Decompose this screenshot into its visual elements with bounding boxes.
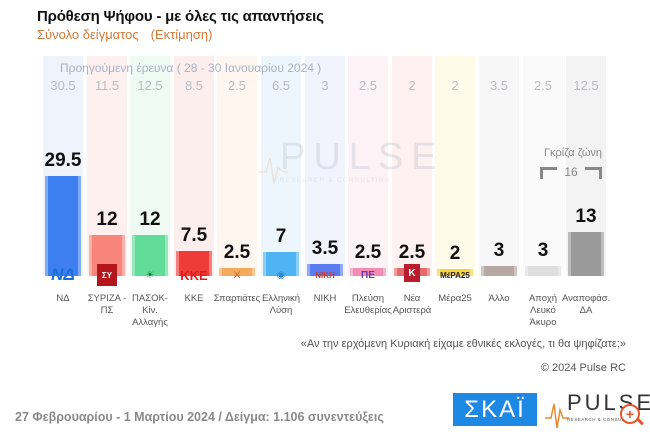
subtitle-note: (Εκτίμηση) [150,27,213,42]
copyright: © 2024 Pulse RC [540,362,626,374]
bar-value-label: 2 [449,243,461,264]
previous-value: 8.5 [184,78,204,93]
bar[interactable] [263,252,299,276]
previous-value: 2 [408,78,416,93]
party-logo-icon: ΝΔ [51,265,75,284]
column-background [217,56,257,276]
previous-value: 2.5 [227,78,247,93]
chart-subtitle: Σύνολο δείγματος (Εκτίμηση) [37,27,212,42]
bar[interactable] [219,268,255,276]
bar-value-label: 3.5 [311,238,339,259]
watermark-word: PULSE [280,136,445,178]
party-logo-icon: ◉ [276,269,286,281]
bar[interactable] [350,268,386,276]
party-label: Σπαρτιάτες [213,293,261,304]
pulse-watermark: PULSE RESEARCH & CONSULTING [258,136,437,190]
party-label: Ελληνική Λύση [261,293,300,316]
bar-value-label: 2.5 [398,242,426,263]
party-logo-icon: ΣΥ [97,264,117,286]
column-background [523,56,563,276]
bar[interactable] [132,235,168,276]
previous-value: 12.5 [137,78,163,93]
column-background [435,56,475,276]
previous-value: 11.5 [94,78,120,93]
bar-value-label: 3 [493,240,505,261]
bar-value-label: 29.5 [44,150,82,171]
party-label: ΠΑΣΟΚ-Κίν. Αλλαγής [132,293,168,328]
bar-value-label: 12 [96,209,118,230]
bar-value-label: 3 [537,240,549,261]
column-background [305,56,345,276]
previous-value: 6.5 [271,78,291,93]
party-label: ΚΚΕ [184,293,204,304]
column-background [392,56,432,276]
grey-zone-bracket: 16 [540,165,602,179]
chart-title: Πρόθεση Ψήφου - με όλες τις απαντήσεις [37,8,324,25]
bar[interactable] [307,264,343,276]
bar[interactable] [568,232,604,276]
bar-value-label: 2.5 [354,242,382,263]
party-logo-icon: ΠΕ [361,269,375,281]
party-label: Αναποφάσ. ΔΑ [562,293,611,316]
bar[interactable] [45,176,81,276]
previous-value: 2 [451,78,459,93]
party-label: Μέρα25 [438,293,472,304]
party-logo-icon: Κ [404,264,420,282]
bar-value-label: 13 [575,206,597,227]
bar[interactable] [176,251,212,276]
pulse-heartbeat-icon [545,403,569,429]
skai-logo: ΣΚΑΪ [453,393,537,426]
party-logo-icon: ΝΙΚΗ [315,270,335,280]
party-logo-icon: ΚΚΕ [180,267,208,283]
zoom-in-icon[interactable]: + [620,404,640,424]
bar[interactable] [89,235,125,276]
previous-survey-caption: Προηγούμενη έρευνα ( 28 - 30 Ιανουαρίου … [60,61,322,75]
watermark-sub: RESEARCH & CONSULTING [280,178,392,184]
column-background [479,56,519,276]
subtitle-text: Σύνολο δείγματος [37,27,139,42]
party-label: ΝΙΚΗ [313,293,337,304]
previous-value: 12.5 [573,78,599,93]
party-label: Πλεύση Ελευθερίας [344,293,392,316]
party-logo-icon: ☀ [145,269,155,281]
column-background [348,56,388,276]
column-background [261,56,301,276]
previous-value: 3 [321,78,329,93]
bar[interactable] [437,269,473,276]
party-label: ΝΔ [56,293,70,304]
fieldwork-info: 27 Φεβρουαρίου - 1 Μαρτίου 2024 / Δείγμα… [15,410,384,424]
heartbeat-icon [258,157,288,185]
previous-value: 2.5 [358,78,378,93]
party-logo-icon: ΜέΡΑ25 [440,270,470,280]
bar[interactable] [525,266,561,276]
previous-value: 3.5 [489,78,509,93]
grey-zone-label: Γκρίζα ζώνη [543,147,603,159]
party-label: ΣΥΡΙΖΑ - ΠΣ [87,293,127,316]
party-logo-icon: ⚔ [232,269,242,281]
grey-zone-value: 16 [564,165,578,179]
party-label: Νέα Αριστερά [392,293,432,316]
party-label: Αποχή Λευκό Άκυρο [528,293,558,328]
bar-value-label: 7.5 [180,225,208,246]
pulse-logo-sub: RESEARCH & CONSULTING [567,417,638,422]
survey-question: «Αν την ερχόμενη Κυριακή είχαμε εθνικές … [300,338,626,350]
bar[interactable] [481,266,517,276]
party-label: Άλλο [488,293,510,304]
bar-value-label: 2.5 [223,242,251,263]
bar-value-label: 7 [275,226,287,247]
previous-value: 2.5 [533,78,553,93]
bar-value-label: 12 [139,209,161,230]
column-background [174,56,214,276]
previous-value: 30.5 [50,78,76,93]
